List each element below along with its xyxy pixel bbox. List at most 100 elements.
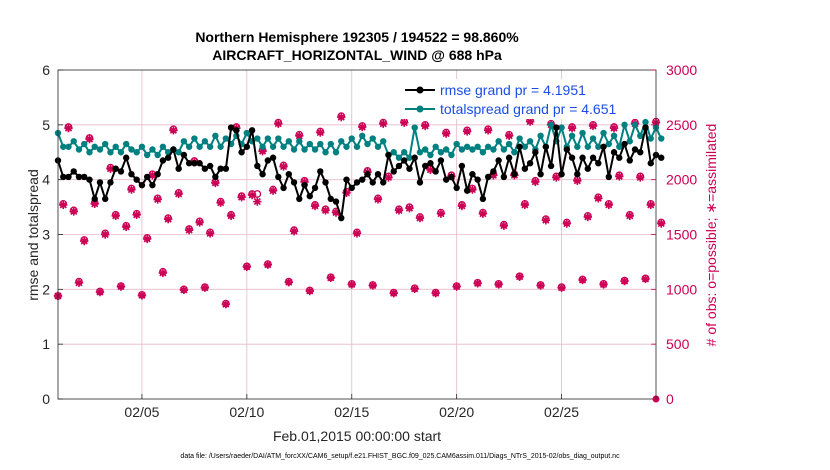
asterisk-stroke [369,281,377,290]
totalspread-point [196,143,203,150]
totalspread-point [610,132,618,139]
rmse-point [117,168,125,175]
asterisk-stroke [537,281,545,290]
rmse-point [637,149,644,156]
asterisk-stroke [437,210,445,218]
totalspread-point [589,135,597,142]
obs-assimilated-point [74,278,84,287]
obs-assimilated-point [520,200,530,210]
totalspread-point [658,135,665,142]
totalspread-point [65,143,72,150]
rmse-point [212,173,219,181]
rmse-point [453,184,460,192]
rmse-point [222,165,230,172]
asterisk-stroke [584,213,592,221]
totalspread-point [395,154,403,161]
totalspread-point [285,138,293,145]
totalspread-point [453,140,460,148]
asterisk-stroke [353,229,361,237]
totalspread-point [133,149,140,156]
obs-assimilated-point [494,280,503,289]
rmse-point [600,143,607,150]
totalspread-point [338,138,345,145]
obs-assimilated-point [211,178,220,188]
totalspread-point [269,143,277,150]
totalspread-point [579,129,586,137]
rmse-point [102,195,109,203]
totalspread-point [616,143,623,150]
totalspread-point [626,138,633,145]
totalspread-point [595,143,602,150]
totalspread-point [327,140,334,148]
rmse-point [574,170,581,178]
totalspread-point [175,149,182,156]
obs-assimilated-point [415,213,425,223]
rmse-point [610,149,618,156]
totalspread-point [600,129,607,137]
totalspread-point [469,146,476,153]
totalspread-point [117,149,125,156]
obs-assimilated-point [101,230,110,239]
asterisk-stroke [484,126,492,134]
totalspread-point [86,149,93,156]
rmse-point [385,151,392,159]
totalspread-point [406,154,413,161]
rmse-point [317,168,324,175]
totalspread-point [516,135,523,142]
rmse-point [479,195,487,203]
asterisk-stroke [605,201,613,209]
asterisk-stroke [400,119,408,127]
asterisk-stroke [227,212,235,220]
rmse-point [269,154,277,161]
totalspread-point [322,149,329,156]
totalspread-point [264,135,272,142]
rmse-point [411,154,418,161]
obs-assimilated-point [420,121,430,131]
totalspread-point [280,143,287,150]
obs-assimilated-point [368,281,377,290]
asterisk-stroke [458,202,466,210]
rmse-point [149,181,156,189]
totalspread-point [458,146,466,153]
asterisk-stroke [453,283,461,291]
totalspread-point [568,132,576,139]
footnote: data file: /Users/raeder/DAI/ATM_forcXX/… [180,453,620,460]
x-axis-label: Feb.01,2015 00:00:00 start [273,428,441,444]
obs-assimilated-point [195,218,204,227]
obs-assimilated-point [562,219,572,228]
totalspread-point [254,135,261,142]
obs-assimilated-point [431,288,440,298]
totalspread-point [411,124,418,131]
rmse-point [65,173,72,181]
totalspread-point [416,149,424,156]
totalspread-point [427,151,434,159]
totalspread-point [584,143,592,150]
totalspread-point [463,143,471,150]
obs-assimilated-point [615,172,624,181]
rmse-point [642,124,649,131]
y-tick-label-right: 500 [666,336,690,352]
rmse-point [60,173,67,181]
totalspread-point [128,146,135,153]
asterisk-stroke [552,173,560,182]
asterisk-stroke [222,300,230,308]
obs-assimilated-point [457,201,467,211]
obs-assimilated-point [321,206,330,215]
obs-assimilated-point [163,214,173,224]
obs-assimilated-point [316,128,325,137]
obs-assimilated-point [352,229,362,238]
totalspread-point [359,132,366,139]
obs-assimilated-point [221,299,231,309]
obs-assimilated-point [609,123,619,133]
totalspread-point [505,140,513,148]
asterisk-stroke [321,206,330,214]
asterisk-stroke [264,261,272,269]
totalspread-point [432,143,439,150]
rmse-point [322,179,329,186]
x-tick-label: 02/05 [124,404,159,420]
asterisk-stroke [327,274,335,282]
rmse-point [248,127,256,134]
obs-assimilated-point [200,283,210,292]
obs-assimilated-point [263,260,273,269]
obs-assimilated-point [400,118,409,127]
